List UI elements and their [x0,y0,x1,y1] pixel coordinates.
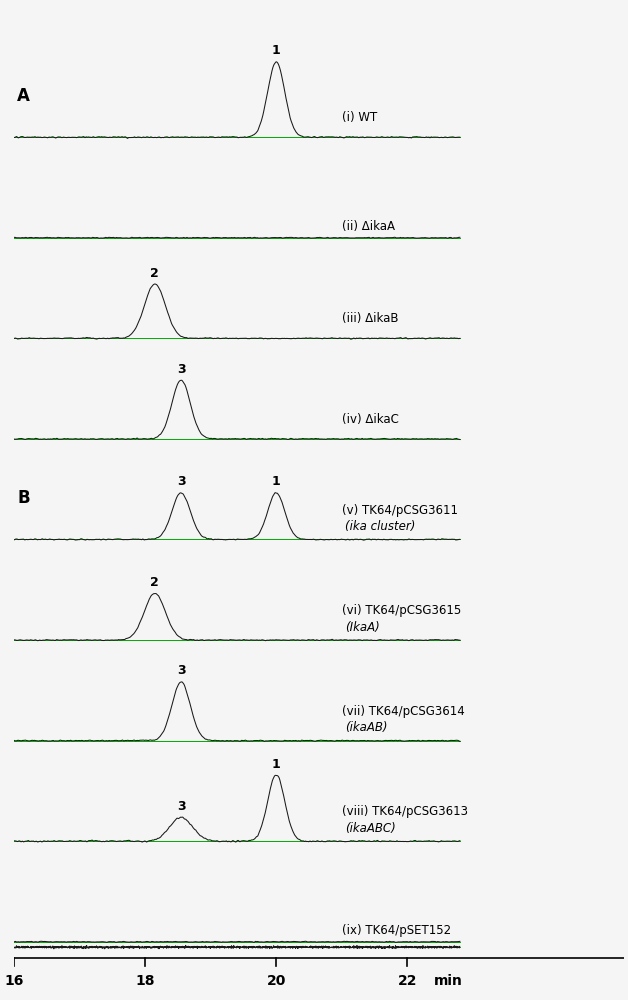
Text: (ix) TK64/pSET152: (ix) TK64/pSET152 [342,924,451,937]
Text: A: A [17,87,30,105]
Text: 3: 3 [177,664,185,677]
Text: (viii) TK64/pCSG3613: (viii) TK64/pCSG3613 [342,805,468,818]
Text: B: B [17,489,30,507]
Text: 2: 2 [151,576,160,589]
Text: (ika cluster): (ika cluster) [345,520,416,533]
Text: (vii) TK64/pCSG3614: (vii) TK64/pCSG3614 [342,705,465,718]
Text: 1: 1 [272,475,281,488]
Text: 1: 1 [272,44,281,57]
Text: (v) TK64/pCSG3611: (v) TK64/pCSG3611 [342,504,458,517]
Text: 3: 3 [177,800,185,813]
Text: 2: 2 [151,267,160,280]
Text: 3: 3 [177,475,185,488]
Text: (ikaABC): (ikaABC) [345,822,396,835]
Text: 1: 1 [272,758,281,771]
Text: (i) WT: (i) WT [342,111,377,124]
Text: 18: 18 [135,974,154,988]
Text: (vi) TK64/pCSG3615: (vi) TK64/pCSG3615 [342,604,461,617]
Text: (iii) ΔikaB: (iii) ΔikaB [342,312,398,325]
Text: 16: 16 [4,974,23,988]
Text: (iv) ΔikaC: (iv) ΔikaC [342,413,399,426]
Text: 22: 22 [398,974,417,988]
Text: (ii) ΔikaA: (ii) ΔikaA [342,220,395,233]
Text: min: min [433,974,462,988]
Text: (ikaAB): (ikaAB) [345,721,387,734]
Text: (IkaA): (IkaA) [345,621,380,634]
Text: 3: 3 [177,363,185,376]
Text: 20: 20 [266,974,286,988]
